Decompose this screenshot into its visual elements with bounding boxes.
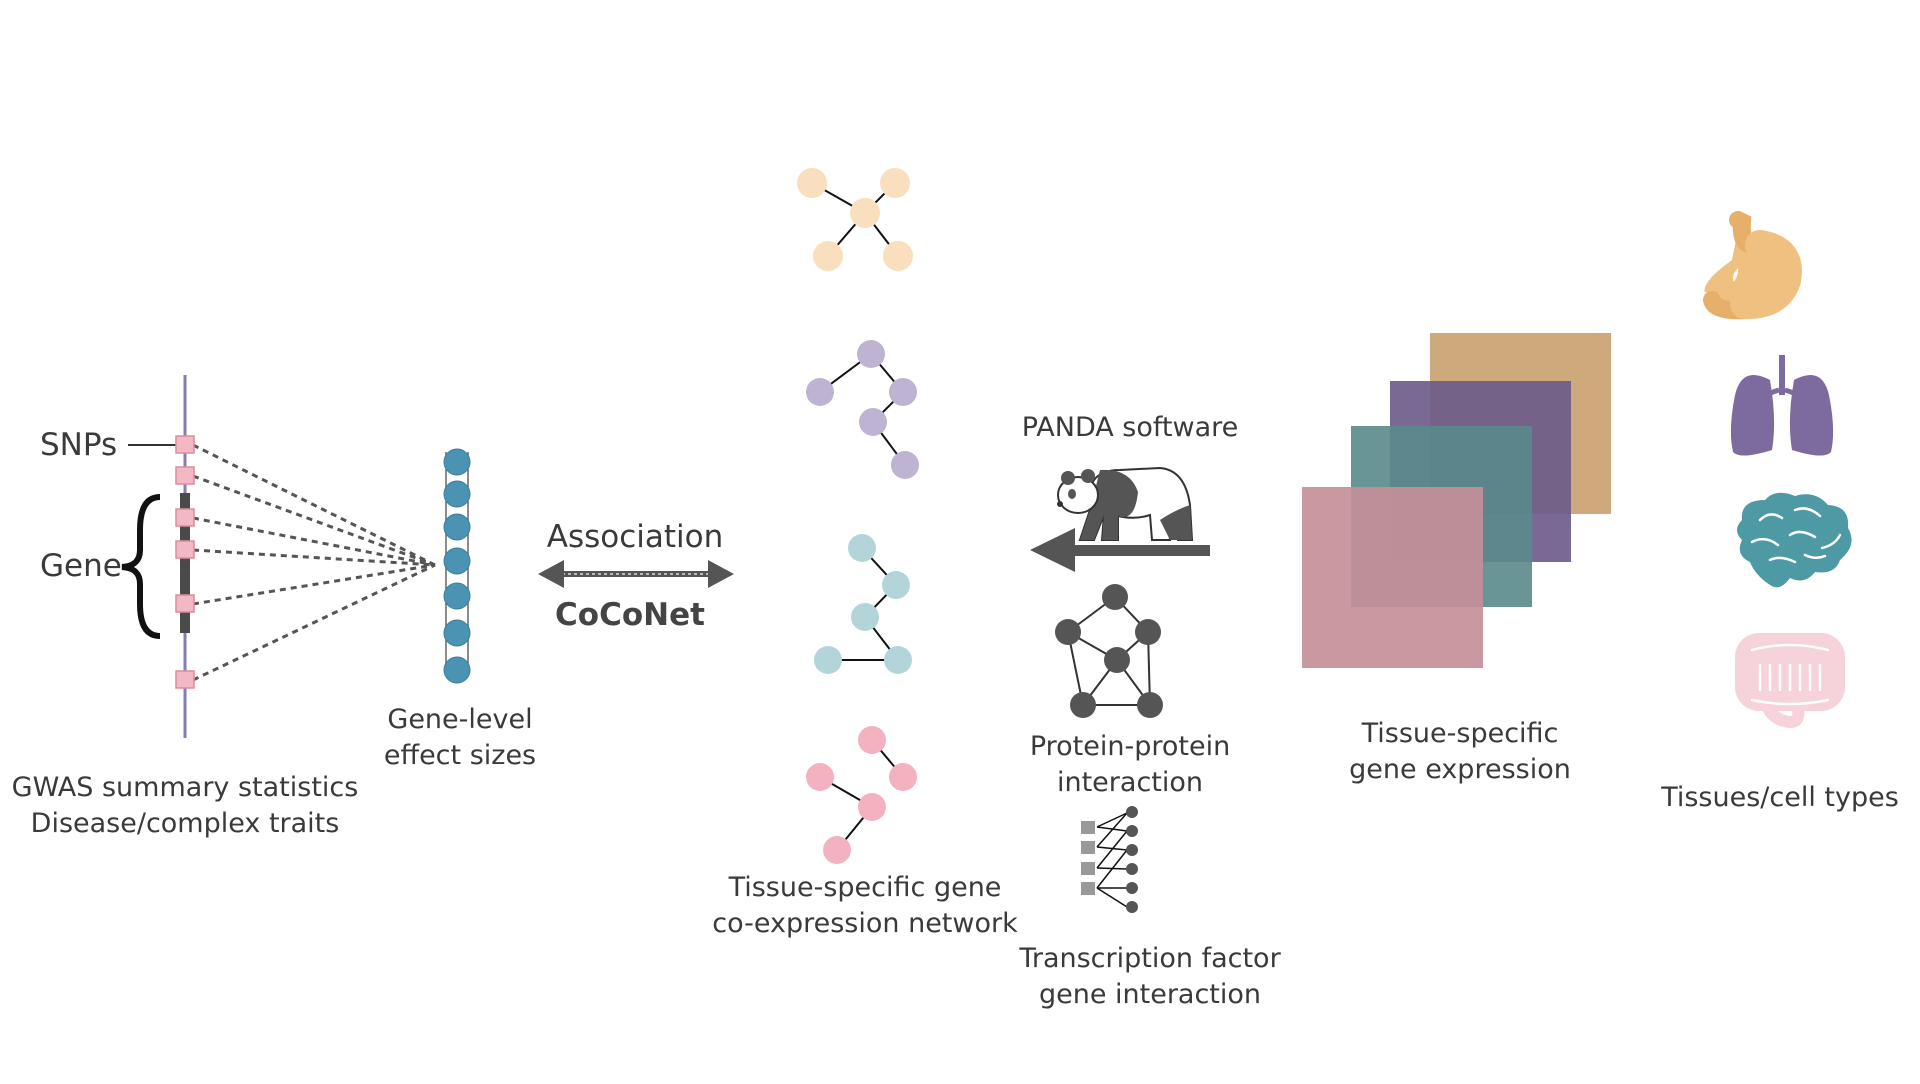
network-label-line2: co-expression network xyxy=(712,908,1018,939)
gene-dot xyxy=(443,619,471,647)
gene-dot xyxy=(443,656,471,684)
association-label: Association xyxy=(546,519,724,555)
snp-link xyxy=(192,563,436,606)
snp-link xyxy=(192,563,436,682)
network-node xyxy=(891,451,919,479)
network-node xyxy=(850,198,880,228)
tissues-label: Tissues/cell types xyxy=(1661,782,1899,813)
ppi-label-line1: Protein-protein xyxy=(1029,731,1231,762)
gene-label: Gene xyxy=(40,548,122,584)
ppi-node xyxy=(1102,584,1128,610)
snp-marker xyxy=(175,435,195,454)
association-arrowhead-left xyxy=(538,560,564,588)
ppi-label-line2: interaction xyxy=(1056,767,1204,798)
network-node xyxy=(889,763,917,791)
panda-arrow xyxy=(1030,528,1210,572)
network-node xyxy=(806,378,834,406)
panda-arrow-shaft xyxy=(1075,545,1210,556)
ppi-node xyxy=(1135,619,1161,645)
gene-node xyxy=(1126,863,1138,875)
snp-marker xyxy=(175,508,195,527)
network-node xyxy=(884,646,912,674)
gene-node xyxy=(1126,882,1138,894)
network-node xyxy=(883,241,913,271)
snp-marker xyxy=(175,594,195,613)
gene-segment xyxy=(180,493,190,633)
association-arrow xyxy=(538,560,734,588)
gene-node xyxy=(1126,901,1138,913)
network-purple xyxy=(806,340,919,479)
snp-link xyxy=(192,443,436,567)
network-node xyxy=(858,793,886,821)
network-node xyxy=(882,571,910,599)
snp-link xyxy=(192,474,436,567)
gene-dot xyxy=(443,547,471,575)
snps-label: SNPs xyxy=(40,427,118,463)
intestine-icon xyxy=(1735,633,1845,729)
gene-dot xyxy=(443,448,471,476)
network-node xyxy=(848,534,876,562)
coconet-label: CoCoNet xyxy=(555,597,705,633)
network-pink xyxy=(806,726,917,864)
network-node xyxy=(806,763,834,791)
ppi-network xyxy=(1055,584,1163,718)
ppi-node xyxy=(1104,647,1130,673)
tf-node xyxy=(1081,882,1095,895)
gene-dot xyxy=(443,582,471,610)
tf-label-line2: gene interaction xyxy=(1038,979,1262,1010)
gene-level-label-line2: effect sizes xyxy=(383,740,537,771)
gene-effect-column xyxy=(443,448,471,684)
expression-label-line1: Tissue-specific xyxy=(1361,718,1559,749)
network-node xyxy=(813,241,843,271)
tf-label-line1: Transcription factor xyxy=(1019,943,1281,974)
ppi-node xyxy=(1070,692,1096,718)
tf-network xyxy=(1081,806,1138,913)
gwas-label-line1: GWAS summary statistics xyxy=(11,772,359,803)
stomach-icon xyxy=(1703,211,1802,320)
gene-brace xyxy=(121,494,161,639)
ppi-node xyxy=(1055,619,1081,645)
tf-node xyxy=(1081,821,1095,834)
gene-dot xyxy=(443,513,471,541)
gene-node xyxy=(1126,825,1138,837)
expression-label-line2: gene expression xyxy=(1349,754,1571,785)
expression-layers xyxy=(1302,333,1611,668)
gene-level-label-line1: Gene-level xyxy=(387,704,533,735)
network-node xyxy=(814,646,842,674)
snp-to-gene-lines xyxy=(192,443,436,682)
brain-icon xyxy=(1737,492,1852,588)
snp-marker xyxy=(175,540,195,559)
network-node xyxy=(859,408,887,436)
network-orange xyxy=(797,168,913,271)
snp-marker xyxy=(175,466,195,485)
lungs-icon xyxy=(1730,355,1834,456)
network-label-line1: Tissue-specific gene xyxy=(728,872,1002,903)
network-node xyxy=(857,340,885,368)
network-node xyxy=(823,836,851,864)
tf-node xyxy=(1081,841,1095,854)
ppi-node xyxy=(1137,692,1163,718)
network-node xyxy=(889,378,917,406)
gene-dot xyxy=(443,480,471,508)
gwas-label-line2: Disease/complex traits xyxy=(30,808,340,839)
panda-label: PANDA software xyxy=(1021,412,1239,443)
snp-link xyxy=(192,548,436,567)
layer-pink xyxy=(1302,487,1483,668)
network-node xyxy=(880,168,910,198)
snp-link xyxy=(192,516,436,567)
snp-markers xyxy=(175,435,195,689)
network-node xyxy=(797,168,827,198)
network-teal xyxy=(814,534,912,674)
snp-marker xyxy=(175,670,195,689)
association-arrowhead-right xyxy=(708,560,734,588)
tf-node xyxy=(1081,862,1095,875)
network-node xyxy=(851,603,879,631)
panda-arrowhead xyxy=(1030,528,1075,572)
panda-icon xyxy=(1057,466,1194,541)
gene-node xyxy=(1126,844,1138,856)
gwas-locus xyxy=(121,375,436,738)
network-node xyxy=(858,726,886,754)
gene-node xyxy=(1126,806,1138,818)
